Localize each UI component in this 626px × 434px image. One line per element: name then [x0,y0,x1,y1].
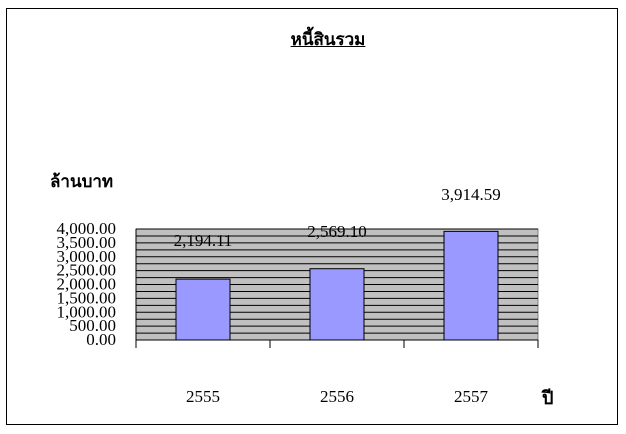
x-axis-label: ปี [542,388,554,408]
y-tick-label: 3,000.00 [57,247,117,266]
chart-title: หนี้สินรวม [290,30,366,49]
y-tick-label: 2,000.00 [57,275,117,294]
x-category-label: 2557 [454,387,489,406]
bar [443,230,499,341]
data-label: 2,569.10 [307,222,367,241]
y-tick-label: 0.00 [86,330,116,349]
data-label: 2,194.11 [174,231,233,250]
y-tick-label: 4,000.00 [57,219,117,238]
y-axis-label: ล้านบาท [50,172,114,191]
x-category-label: 2556 [320,387,354,406]
y-tick-label: 1,000.00 [57,302,117,321]
y-tick-label: 1,500.00 [57,288,117,307]
data-label: 3,914.59 [441,185,501,204]
y-tick-label: 2,500.00 [57,261,117,280]
y-tick-label: 500.00 [69,316,116,335]
y-tick-label: 3,500.00 [57,233,117,252]
bar [175,278,231,341]
x-category-label: 2555 [186,387,220,406]
bar [309,268,365,341]
chart-frame [6,8,618,425]
